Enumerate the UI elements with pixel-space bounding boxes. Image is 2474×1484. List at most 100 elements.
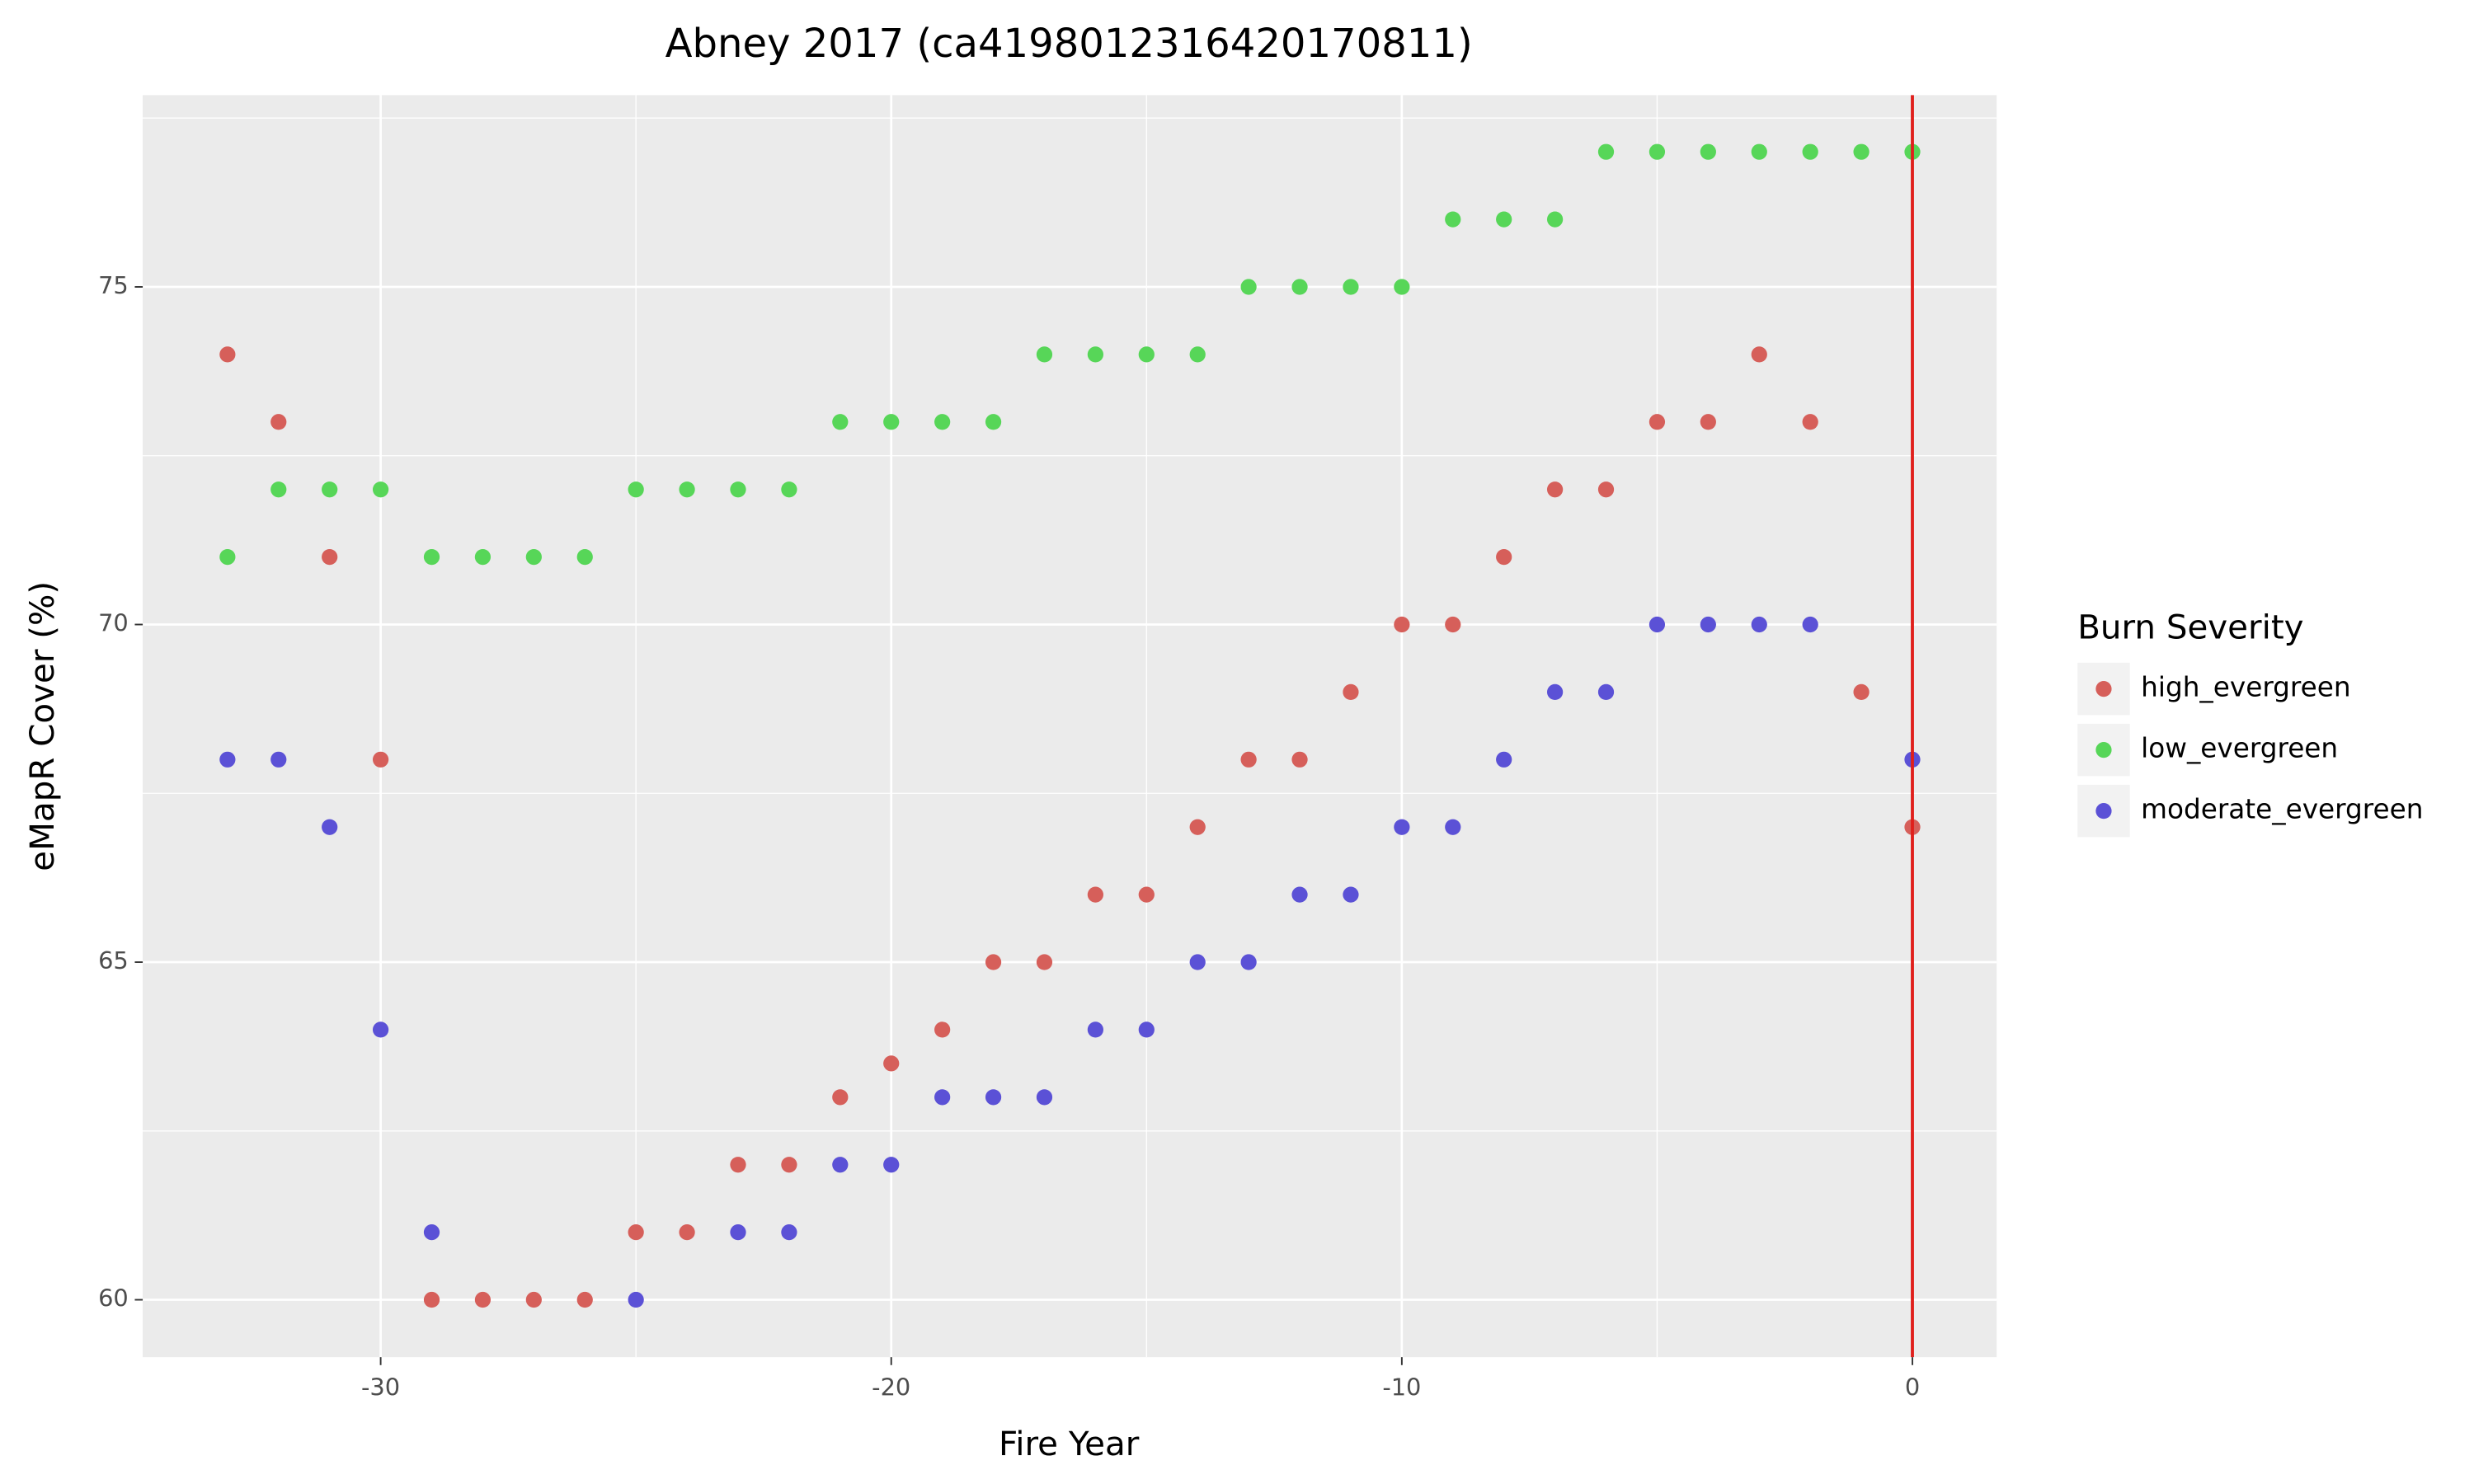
point [832, 414, 849, 430]
x-tick-label: -10 [1382, 1374, 1421, 1402]
point [985, 954, 1002, 970]
legend-label: moderate_evergreen [2141, 794, 2423, 825]
point [1189, 954, 1206, 970]
point [1853, 683, 1870, 701]
legend-marker [2095, 803, 2112, 819]
legend-marker [2095, 680, 2112, 697]
point [322, 819, 338, 835]
point [832, 1089, 849, 1106]
point [1802, 616, 1818, 633]
point [730, 1224, 746, 1241]
point [883, 1055, 900, 1072]
point [679, 481, 695, 498]
x-axis-title: Fire Year [999, 1425, 1140, 1463]
point [423, 548, 440, 566]
legend-title: Burn Severity [2077, 608, 2303, 646]
point [1087, 886, 1103, 903]
point [1700, 143, 1716, 160]
point [1291, 279, 1308, 295]
point [781, 1224, 797, 1241]
point [1343, 279, 1359, 295]
point [781, 481, 797, 498]
point [1649, 616, 1666, 633]
point [1751, 143, 1767, 160]
point [1649, 414, 1666, 430]
point [1394, 279, 1410, 295]
point [883, 1157, 900, 1173]
point [1138, 886, 1155, 903]
point [474, 1291, 492, 1308]
point [1291, 751, 1308, 768]
point [1751, 616, 1767, 633]
point [1751, 346, 1767, 363]
point [576, 1291, 593, 1308]
point [1291, 886, 1308, 903]
point [219, 751, 236, 768]
point [1394, 616, 1410, 633]
point [1189, 346, 1206, 363]
point [1496, 548, 1512, 566]
point [730, 1157, 746, 1173]
point [1700, 616, 1716, 633]
point [1240, 954, 1257, 970]
point [1853, 143, 1870, 160]
point [1802, 414, 1818, 430]
point [1546, 481, 1564, 498]
point [270, 414, 287, 430]
point [1343, 886, 1359, 903]
point [1496, 751, 1512, 768]
point [1496, 211, 1512, 228]
y-axis-title: eMapR Cover (%) [23, 581, 62, 871]
point [1597, 143, 1615, 160]
point [525, 1291, 542, 1308]
point [628, 1224, 644, 1241]
x-tick-label: 0 [1905, 1374, 1920, 1402]
point [423, 1224, 440, 1241]
point [1546, 683, 1564, 701]
grid [143, 95, 1997, 1358]
point [781, 1157, 797, 1173]
y-tick-label: 75 [98, 271, 129, 299]
point [525, 548, 542, 566]
point [1036, 954, 1053, 970]
point [1597, 481, 1615, 498]
point [1138, 1021, 1155, 1038]
legend-marker [2095, 742, 2112, 758]
point [219, 548, 236, 566]
point [1036, 346, 1053, 363]
point [1138, 346, 1155, 363]
point [372, 481, 389, 498]
point [372, 751, 389, 768]
point [1649, 143, 1666, 160]
point [1445, 211, 1461, 228]
x-tick-label: -20 [872, 1374, 910, 1402]
legend-label: low_evergreen [2141, 733, 2338, 764]
point [832, 1157, 849, 1173]
point [1036, 1089, 1053, 1106]
point [576, 548, 593, 566]
point [934, 1021, 951, 1038]
point [322, 481, 338, 498]
point [1087, 1021, 1103, 1038]
chart-title: Abney 2017 (ca4198012316420170811) [666, 21, 1473, 67]
y-tick-label: 60 [98, 1284, 129, 1313]
point [985, 414, 1002, 430]
point [628, 1291, 644, 1308]
point [1546, 211, 1564, 228]
x-tick-label: -30 [361, 1374, 400, 1402]
point [1394, 819, 1410, 835]
point [270, 481, 287, 498]
point [270, 751, 287, 768]
point [985, 1089, 1002, 1106]
point [1240, 751, 1257, 768]
legend-label: high_evergreen [2141, 672, 2350, 703]
y-tick-label: 70 [98, 609, 129, 637]
point [1802, 143, 1818, 160]
plot-background [143, 95, 1997, 1358]
point [934, 1089, 951, 1106]
point [1240, 279, 1257, 295]
point [1700, 414, 1716, 430]
point [322, 548, 338, 566]
